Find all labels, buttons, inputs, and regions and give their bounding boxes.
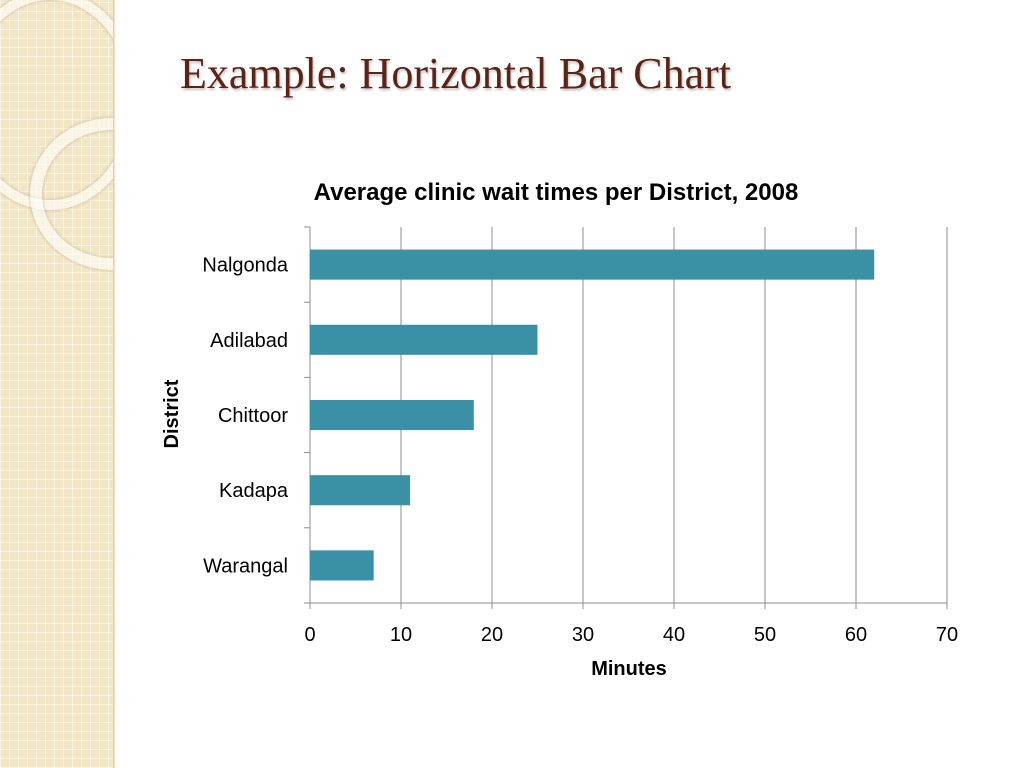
category-label: Chittoor — [218, 405, 288, 427]
x-tick-label: 40 — [663, 624, 685, 646]
bar — [310, 550, 374, 581]
bar — [310, 324, 538, 355]
x-axis-label: Minutes — [591, 658, 667, 680]
decorative-sidebar — [0, 0, 113, 768]
bar — [310, 399, 474, 431]
category-label: Warangal — [203, 555, 288, 577]
x-tick-label: 10 — [390, 624, 412, 646]
x-tick-label: 0 — [304, 624, 315, 646]
chart-title: Average clinic wait times per District, … — [314, 179, 799, 206]
y-axis-label: District — [161, 379, 183, 448]
x-tick-label: 30 — [572, 624, 594, 646]
x-tick-label: 70 — [936, 624, 958, 646]
bar — [310, 475, 411, 506]
sidebar-edge — [113, 0, 116, 768]
x-tick-label: 60 — [845, 624, 867, 646]
category-label: Nalgonda — [202, 255, 289, 277]
x-tick-label: 20 — [481, 624, 503, 646]
x-tick-label: 50 — [754, 624, 776, 646]
category-label: Kadapa — [219, 480, 289, 502]
slide-title: Example: Horizontal Bar Chart — [180, 49, 732, 98]
bar — [310, 249, 875, 280]
category-label: Adilabad — [210, 330, 288, 352]
